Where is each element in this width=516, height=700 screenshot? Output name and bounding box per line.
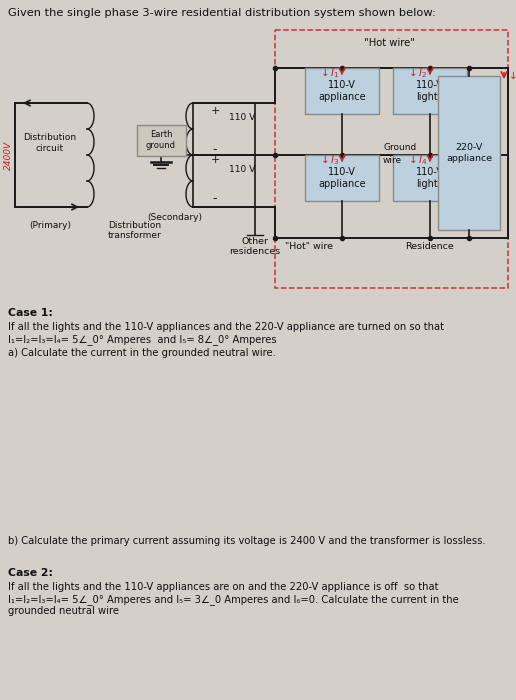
Text: +: + — [211, 106, 220, 116]
Text: "Hot wire": "Hot wire" — [364, 38, 415, 48]
Text: $\downarrow I_3$: $\downarrow I_3$ — [318, 153, 340, 167]
Text: I₁=I₂=I₃=I₄= 5∠_0° Amperes and I₅= 3∠_0 Amperes and I₆=0. Calculate the current : I₁=I₂=I₃=I₄= 5∠_0° Amperes and I₅= 3∠_0 … — [8, 594, 459, 605]
Text: 2400V: 2400V — [4, 141, 12, 169]
Text: 110-V
appliance: 110-V appliance — [318, 80, 366, 101]
Text: 220-V
appliance: 220-V appliance — [446, 144, 492, 162]
Text: Ground: Ground — [383, 143, 416, 152]
Text: a) Calculate the current in the grounded neutral wire.: a) Calculate the current in the grounded… — [8, 348, 276, 358]
Text: Earth
ground: Earth ground — [146, 130, 176, 150]
Text: 110 V: 110 V — [229, 164, 255, 174]
Text: Other
residences: Other residences — [230, 237, 281, 256]
Text: +: + — [211, 155, 220, 165]
Text: Residence: Residence — [405, 242, 454, 251]
FancyBboxPatch shape — [393, 155, 467, 201]
Text: b) Calculate the primary current assuming its voltage is 2400 V and the transfor: b) Calculate the primary current assumin… — [8, 536, 486, 546]
FancyBboxPatch shape — [305, 68, 379, 114]
Text: Distribution
transformer: Distribution transformer — [108, 221, 162, 240]
Text: $\downarrow I_1$: $\downarrow I_1$ — [318, 66, 340, 80]
FancyBboxPatch shape — [305, 155, 379, 201]
Text: Distribution
circuit: Distribution circuit — [23, 133, 76, 153]
Text: 110 V: 110 V — [229, 113, 255, 122]
Text: 110-V
lights: 110-V lights — [416, 80, 444, 101]
Text: 110-V
appliance: 110-V appliance — [318, 167, 366, 189]
FancyBboxPatch shape — [137, 125, 185, 155]
Text: Case 2:: Case 2: — [8, 568, 53, 578]
Text: "Hot" wire: "Hot" wire — [285, 242, 333, 251]
Text: $\downarrow I_4$: $\downarrow I_4$ — [406, 153, 428, 167]
Text: $\downarrow I_2$: $\downarrow I_2$ — [407, 66, 428, 80]
Text: If all the lights and the 110-V appliances and the 220-V appliance are turned on: If all the lights and the 110-V applianc… — [8, 322, 444, 332]
FancyBboxPatch shape — [438, 76, 500, 230]
Text: 110-V
lights: 110-V lights — [416, 167, 444, 189]
Text: -: - — [213, 144, 217, 157]
Text: wire: wire — [383, 156, 402, 165]
Text: (Secondary): (Secondary) — [148, 213, 202, 222]
Text: I₁=I₂=I₃=I₄= 5∠_0° Amperes  and I₅= 8∠_0° Amperes: I₁=I₂=I₃=I₄= 5∠_0° Amperes and I₅= 8∠_0°… — [8, 334, 277, 345]
Text: Given the single phase 3-wire residential distribution system shown below:: Given the single phase 3-wire residentia… — [8, 8, 436, 18]
Text: (Primary): (Primary) — [29, 221, 71, 230]
Text: If all the lights and the 110-V appliances are on and the 220-V appliance is off: If all the lights and the 110-V applianc… — [8, 582, 439, 592]
FancyBboxPatch shape — [393, 68, 467, 114]
Text: Case 1:: Case 1: — [8, 308, 53, 318]
Text: grounded neutral wire: grounded neutral wire — [8, 606, 119, 616]
Text: $\downarrow I_5$: $\downarrow I_5$ — [506, 69, 516, 83]
Text: -: - — [213, 193, 217, 206]
